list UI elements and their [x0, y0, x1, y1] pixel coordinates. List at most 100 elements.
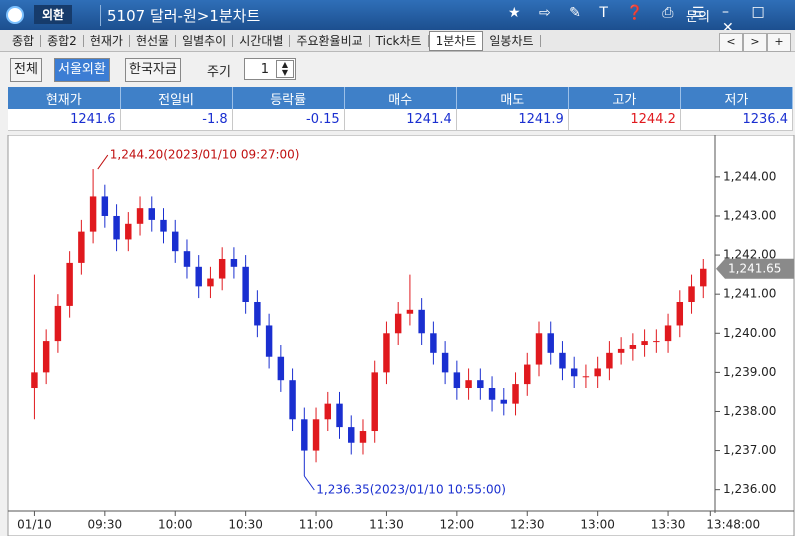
candle-body [371, 372, 378, 432]
logo: 외환 [34, 5, 73, 24]
candle-body [148, 208, 155, 220]
market-button[interactable]: 한국자금 [125, 58, 181, 82]
chart-frame [7, 135, 795, 536]
candle-body [301, 419, 308, 451]
candle-body [359, 431, 367, 443]
last-price-label: 1,241.65 [728, 261, 781, 275]
quote-header: 현재가 [8, 87, 121, 109]
candle-body [512, 384, 519, 404]
quote-header: 저가 [680, 87, 794, 109]
quote-value: 1241.9 [456, 109, 569, 131]
tab[interactable]: 종합 [6, 34, 42, 47]
x-tick-label: 13:48:00 [706, 518, 760, 532]
chart: 1,236.00 1,237.00 1,238.00 1,239.00 1,240.00… [7, 135, 795, 536]
tab-bar: 종합 종합2 현재가 현선물 일별추이 시간대별 주요환율비교 Tick차트 1분차트 일봉차트 [0, 30, 795, 52]
period-label: 주기 [207, 65, 231, 80]
period-value: 1 [260, 62, 269, 77]
tab[interactable]: 현재가 [84, 34, 130, 47]
quote-value: 1236.4 [680, 109, 794, 131]
quote-value: -1.8 [120, 109, 233, 131]
tab[interactable]: 주요환율비교 [290, 34, 370, 47]
option-bar: 주기 1 ▲ ▼ 전체 서울외환 한국자금 [0, 53, 795, 85]
quote-header: 전일비 [120, 87, 233, 109]
tab[interactable]: 현선물 [130, 34, 177, 47]
candle-body [183, 251, 191, 267]
tab-next[interactable]: > [743, 33, 767, 52]
quote-value: 1241.6 [8, 109, 121, 131]
quote-header: 고가 [568, 87, 681, 109]
candle-body [441, 352, 449, 373]
candle-body [664, 325, 672, 342]
quote-value: -0.15 [232, 109, 345, 131]
candle-body [195, 266, 202, 287]
x-tick-label: 10:30 [228, 518, 263, 532]
tab[interactable]: 일봉차트 [483, 34, 541, 47]
candle-body [606, 352, 613, 369]
candle-body [477, 380, 484, 389]
tab[interactable]: 1분차트 [428, 30, 484, 51]
candle-body [78, 231, 85, 263]
title-bar: 외환 5107 달러-원>1분차트 ★ ⇨ ✎ T ❓ ⎙ ☰ 문의 – □ ✕ [0, 0, 795, 36]
tab[interactable]: 종합2 [41, 34, 84, 47]
candle-body [113, 215, 120, 240]
y-tick-label: 1,236.00 [723, 482, 776, 496]
candle-body [535, 333, 543, 365]
quote-value: 1244.2 [568, 109, 681, 131]
y-tick-label: 1,237.00 [723, 443, 776, 457]
candle-body [394, 313, 402, 334]
candle-body [125, 223, 132, 240]
period-input[interactable]: 1 ▲ ▼ [244, 58, 296, 80]
x-tick-label: 12:30 [510, 518, 545, 532]
tab[interactable]: 일별추이 [176, 34, 234, 47]
candle-body [42, 341, 50, 373]
candle-body [101, 196, 109, 216]
last-price-tag [716, 258, 794, 279]
y-tick-label: 1,242.00 [723, 248, 776, 262]
candle-body [89, 196, 97, 232]
market-button[interactable]: 서울외환 [54, 58, 110, 82]
candle-body [524, 364, 531, 385]
tab-add[interactable]: + [767, 33, 791, 52]
tab-prev[interactable]: < [719, 33, 743, 52]
y-tick-label: 1,241.00 [723, 287, 776, 301]
candle-body [218, 258, 226, 279]
candle-body [418, 309, 425, 334]
quote-header: 매도 [456, 87, 569, 109]
annotation: 1,236.35(2023/01/10 10:55:00) [316, 482, 506, 496]
toolbar-icons[interactable]: ★ ⇨ ✎ T ❓ ⎙ ☰ [508, 5, 712, 21]
candle-body [277, 356, 285, 381]
quote-header: 매수 [344, 87, 457, 109]
candle-body [676, 301, 684, 326]
candle-body [430, 333, 437, 353]
tab[interactable]: Tick차트 [370, 34, 429, 47]
candle-body [488, 388, 496, 400]
tab-nav: < > + [719, 33, 791, 52]
candle-body [629, 345, 637, 349]
x-tick-label: 13:30 [651, 518, 686, 532]
x-tick-label: 09:30 [88, 518, 123, 532]
candle-body [500, 399, 508, 404]
candle-body [547, 333, 554, 353]
candle-body [160, 219, 167, 232]
window-controls[interactable]: – □ ✕ [722, 4, 774, 36]
candle-body [336, 403, 343, 428]
quote-header: 등락률 [232, 87, 345, 109]
y-tick-label: 1,238.00 [723, 404, 776, 418]
market-button[interactable]: 전체 [10, 58, 42, 82]
candle-body [324, 403, 332, 420]
candle-body [406, 309, 414, 314]
menu-button[interactable]: 문의 [686, 10, 710, 25]
candle-body [700, 268, 707, 287]
period-spinner[interactable]: ▲ ▼ [276, 60, 294, 78]
x-tick-label: 11:30 [369, 518, 404, 532]
x-tick-label: 13:00 [580, 518, 615, 532]
candle-body [207, 278, 214, 287]
x-tick-label: 01/10 [17, 518, 52, 532]
quote-value: 1241.4 [344, 109, 457, 131]
tab[interactable]: 시간대별 [233, 34, 291, 47]
candle-body [265, 325, 273, 357]
window-title: 5107 달러-원>1분차트 [100, 5, 260, 26]
candle-body [465, 380, 472, 389]
annotation: 1,244.20(2023/01/10 09:27:00) [110, 148, 300, 162]
